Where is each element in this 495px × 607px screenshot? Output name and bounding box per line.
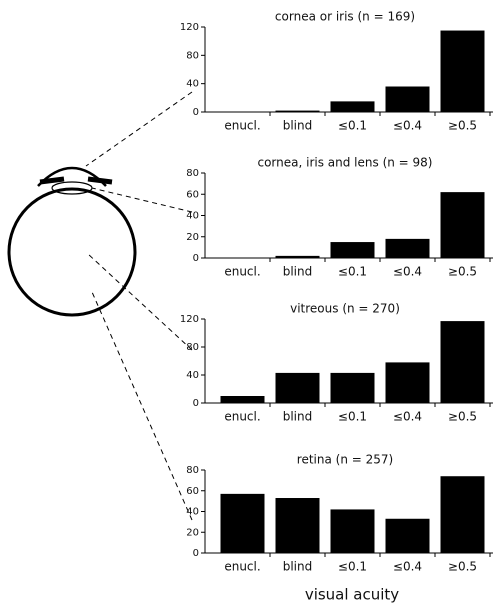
y-tick-label: 120 — [180, 314, 199, 325]
eye-diagram — [7, 91, 193, 521]
y-tick-label: 40 — [186, 507, 199, 518]
bar — [385, 86, 430, 112]
x-tick-label: ≥0.5 — [448, 410, 477, 424]
x-tick-label: ≤0.4 — [393, 410, 422, 424]
x-tick-label: enucl. — [224, 265, 260, 279]
bar — [330, 372, 375, 403]
bar — [385, 238, 430, 258]
bar — [440, 476, 485, 553]
bar — [330, 101, 375, 112]
iris — [39, 176, 65, 185]
y-tick-label: 80 — [186, 465, 199, 476]
y-tick-label: 0 — [193, 107, 199, 118]
y-tick-label: 80 — [186, 342, 199, 353]
y-tick-label: 80 — [186, 168, 199, 179]
x-tick-label: ≤0.1 — [338, 265, 367, 279]
eyeball — [7, 187, 137, 317]
bar — [220, 493, 265, 553]
bar — [385, 518, 430, 553]
x-tick-label: ≤0.4 — [393, 265, 422, 279]
bar — [440, 192, 485, 258]
x-tick-label: ≥0.5 — [448, 119, 477, 133]
chart-title: cornea, iris and lens (n = 98) — [257, 156, 432, 170]
bar — [220, 396, 265, 403]
y-tick-label: 120 — [180, 22, 199, 33]
bar — [330, 242, 375, 258]
y-tick-label: 40 — [186, 79, 199, 90]
x-tick-label: ≤0.1 — [338, 119, 367, 133]
y-tick-label: 80 — [186, 50, 199, 61]
chart-title: cornea or iris (n = 169) — [275, 10, 415, 24]
x-tick-label: ≥0.5 — [448, 265, 477, 279]
pointer-line — [91, 187, 193, 213]
x-tick-label: enucl. — [224, 119, 260, 133]
y-tick-label: 60 — [186, 486, 199, 497]
pointer-line — [91, 291, 193, 521]
y-tick-label: 20 — [186, 527, 199, 538]
x-tick-label: blind — [283, 119, 313, 133]
bar — [275, 498, 320, 553]
x-tick-label: ≤0.4 — [393, 560, 422, 574]
bar — [385, 362, 430, 403]
pointer-line — [87, 253, 193, 351]
x-tick-label: ≤0.1 — [338, 560, 367, 574]
chart-title: retina (n = 257) — [297, 453, 393, 467]
bar — [275, 372, 320, 403]
x-tick-label: blind — [283, 410, 313, 424]
y-tick-label: 20 — [186, 232, 199, 243]
bar — [330, 509, 375, 553]
x-tick-label: enucl. — [224, 560, 260, 574]
x-tick-label: ≤0.1 — [338, 410, 367, 424]
iris — [87, 176, 113, 185]
y-tick-label: 0 — [193, 548, 199, 559]
x-tick-label: blind — [283, 560, 313, 574]
bar — [440, 30, 485, 113]
x-axis-label: visual acuity — [305, 586, 399, 604]
bar — [275, 110, 320, 112]
y-tick-label: 0 — [193, 253, 199, 264]
pointer-line — [85, 91, 193, 167]
x-tick-label: ≥0.5 — [448, 560, 477, 574]
y-tick-label: 60 — [186, 189, 199, 200]
chart-title: vitreous (n = 270) — [290, 302, 400, 316]
y-tick-label: 40 — [186, 211, 199, 222]
y-tick-label: 40 — [186, 370, 199, 381]
bar — [275, 255, 320, 258]
x-tick-label: enucl. — [224, 410, 260, 424]
x-tick-label: ≤0.4 — [393, 119, 422, 133]
x-tick-label: blind — [283, 265, 313, 279]
bar — [440, 321, 485, 403]
y-tick-label: 0 — [193, 398, 199, 409]
